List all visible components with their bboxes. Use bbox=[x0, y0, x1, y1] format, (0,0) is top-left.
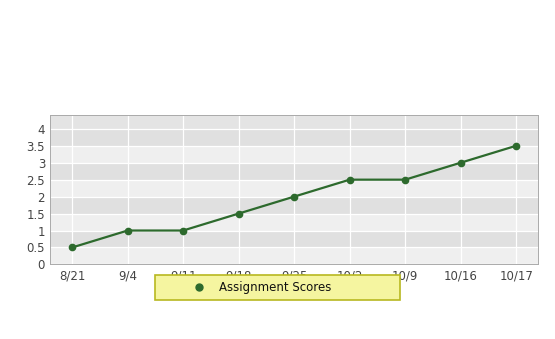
Bar bbox=[50, 197, 538, 214]
Text: Close: Close bbox=[194, 320, 225, 330]
Bar bbox=[50, 180, 538, 197]
Bar bbox=[50, 231, 538, 247]
Bar bbox=[50, 247, 538, 264]
Text: Show Data: Show Data bbox=[20, 320, 83, 330]
Text: Assignment Scores: Assignment Scores bbox=[219, 281, 331, 294]
Bar bbox=[50, 214, 538, 231]
FancyBboxPatch shape bbox=[155, 275, 400, 300]
Bar bbox=[50, 129, 538, 146]
Bar bbox=[50, 163, 538, 180]
Text: Standards-Based Trendline: Standards-Based Trendline bbox=[14, 22, 331, 42]
Bar bbox=[50, 146, 538, 163]
Text: Printable Page: Printable Page bbox=[91, 320, 178, 330]
